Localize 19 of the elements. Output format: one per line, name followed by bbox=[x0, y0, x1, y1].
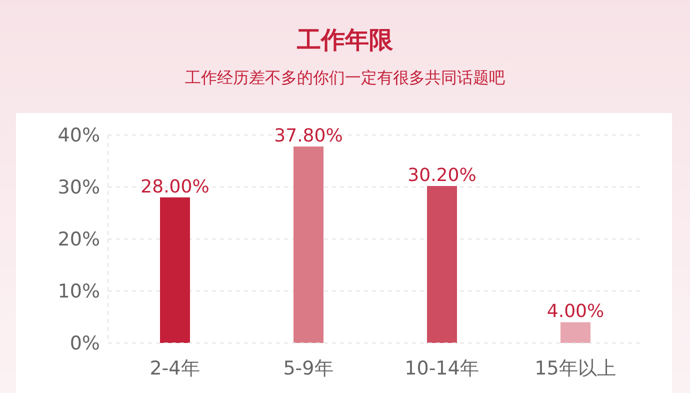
y-tick-label: 40% bbox=[58, 124, 100, 147]
data-label: 37.80% bbox=[274, 125, 343, 146]
chart-subtitle: 工作经历差不多的你们一定有很多共同话题吧 bbox=[184, 68, 506, 89]
y-tick-label: 10% bbox=[58, 280, 100, 303]
x-tick-label: 15年以上 bbox=[534, 357, 616, 380]
y-tick-label: 0% bbox=[70, 332, 100, 355]
chart-title: 工作年限 bbox=[296, 25, 394, 56]
bar bbox=[427, 186, 457, 343]
data-label: 28.00% bbox=[140, 176, 210, 198]
bar bbox=[560, 322, 590, 343]
y-tick-label: 30% bbox=[58, 176, 100, 199]
x-tick-label: 2-4年 bbox=[150, 357, 200, 380]
data-label: 30.20% bbox=[408, 164, 476, 186]
x-tick-label: 10-14年 bbox=[404, 357, 479, 380]
data-label: 4.00% bbox=[546, 301, 604, 322]
y-tick-label: 20% bbox=[58, 228, 100, 251]
bar bbox=[294, 146, 324, 343]
x-tick-label: 5-9年 bbox=[283, 357, 334, 380]
bar bbox=[160, 197, 190, 343]
